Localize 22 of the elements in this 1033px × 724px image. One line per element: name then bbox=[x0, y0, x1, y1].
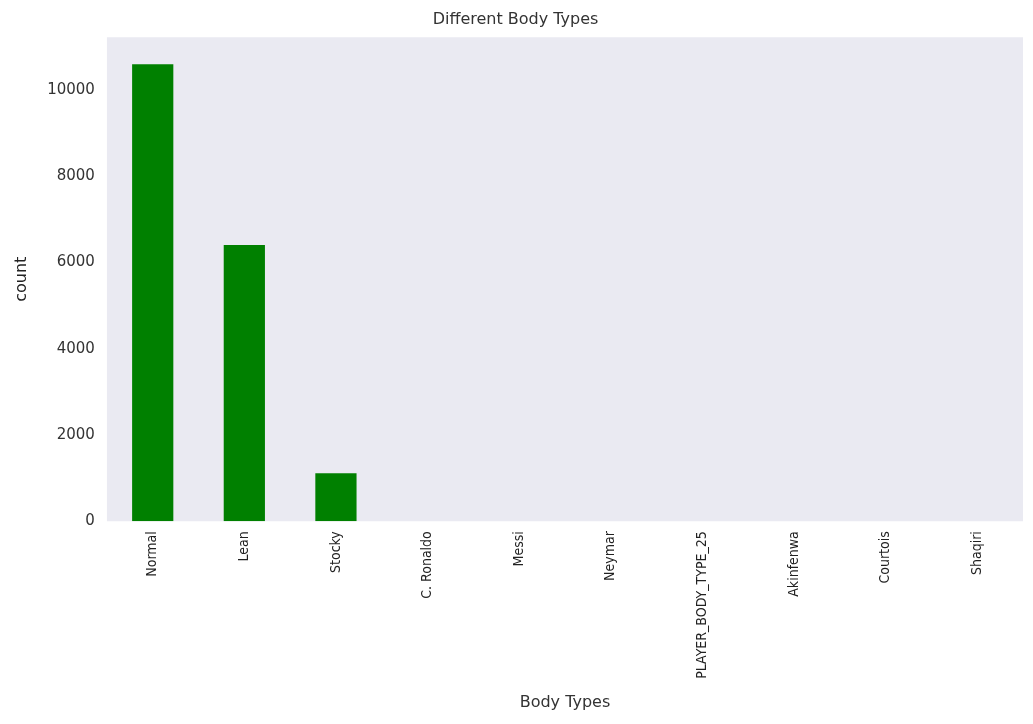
y-tick-label: 2000 bbox=[56, 424, 95, 443]
bar bbox=[315, 473, 357, 522]
bar bbox=[223, 244, 265, 522]
bar bbox=[132, 64, 174, 522]
y-axis-title: count bbox=[10, 256, 30, 302]
x-tick-label: Shaqiri bbox=[967, 531, 984, 576]
y-tick-label: 6000 bbox=[56, 252, 95, 271]
x-tick-label: Messi bbox=[509, 531, 526, 567]
x-tick-label: Normal bbox=[143, 531, 160, 577]
x-tick-label: Lean bbox=[234, 531, 251, 562]
x-tick-label: Neymar bbox=[601, 530, 618, 581]
x-tick-label: Akinfenwa bbox=[784, 531, 801, 597]
y-tick-label: 10000 bbox=[47, 80, 95, 99]
x-tick-label: C. Ronaldo bbox=[418, 530, 435, 599]
x-tick-label: Stocky bbox=[326, 530, 343, 573]
y-tick-label: 0 bbox=[85, 511, 95, 530]
x-tick-label: Courtois bbox=[876, 531, 893, 584]
x-tick-label: PLAYER_BODY_TYPE_25 bbox=[693, 531, 710, 679]
x-axis-title: Body Types bbox=[519, 691, 611, 711]
y-tick-label: 8000 bbox=[56, 166, 95, 185]
y-tick-label: 4000 bbox=[56, 338, 95, 357]
chart-title: Different Body Types bbox=[432, 8, 599, 28]
